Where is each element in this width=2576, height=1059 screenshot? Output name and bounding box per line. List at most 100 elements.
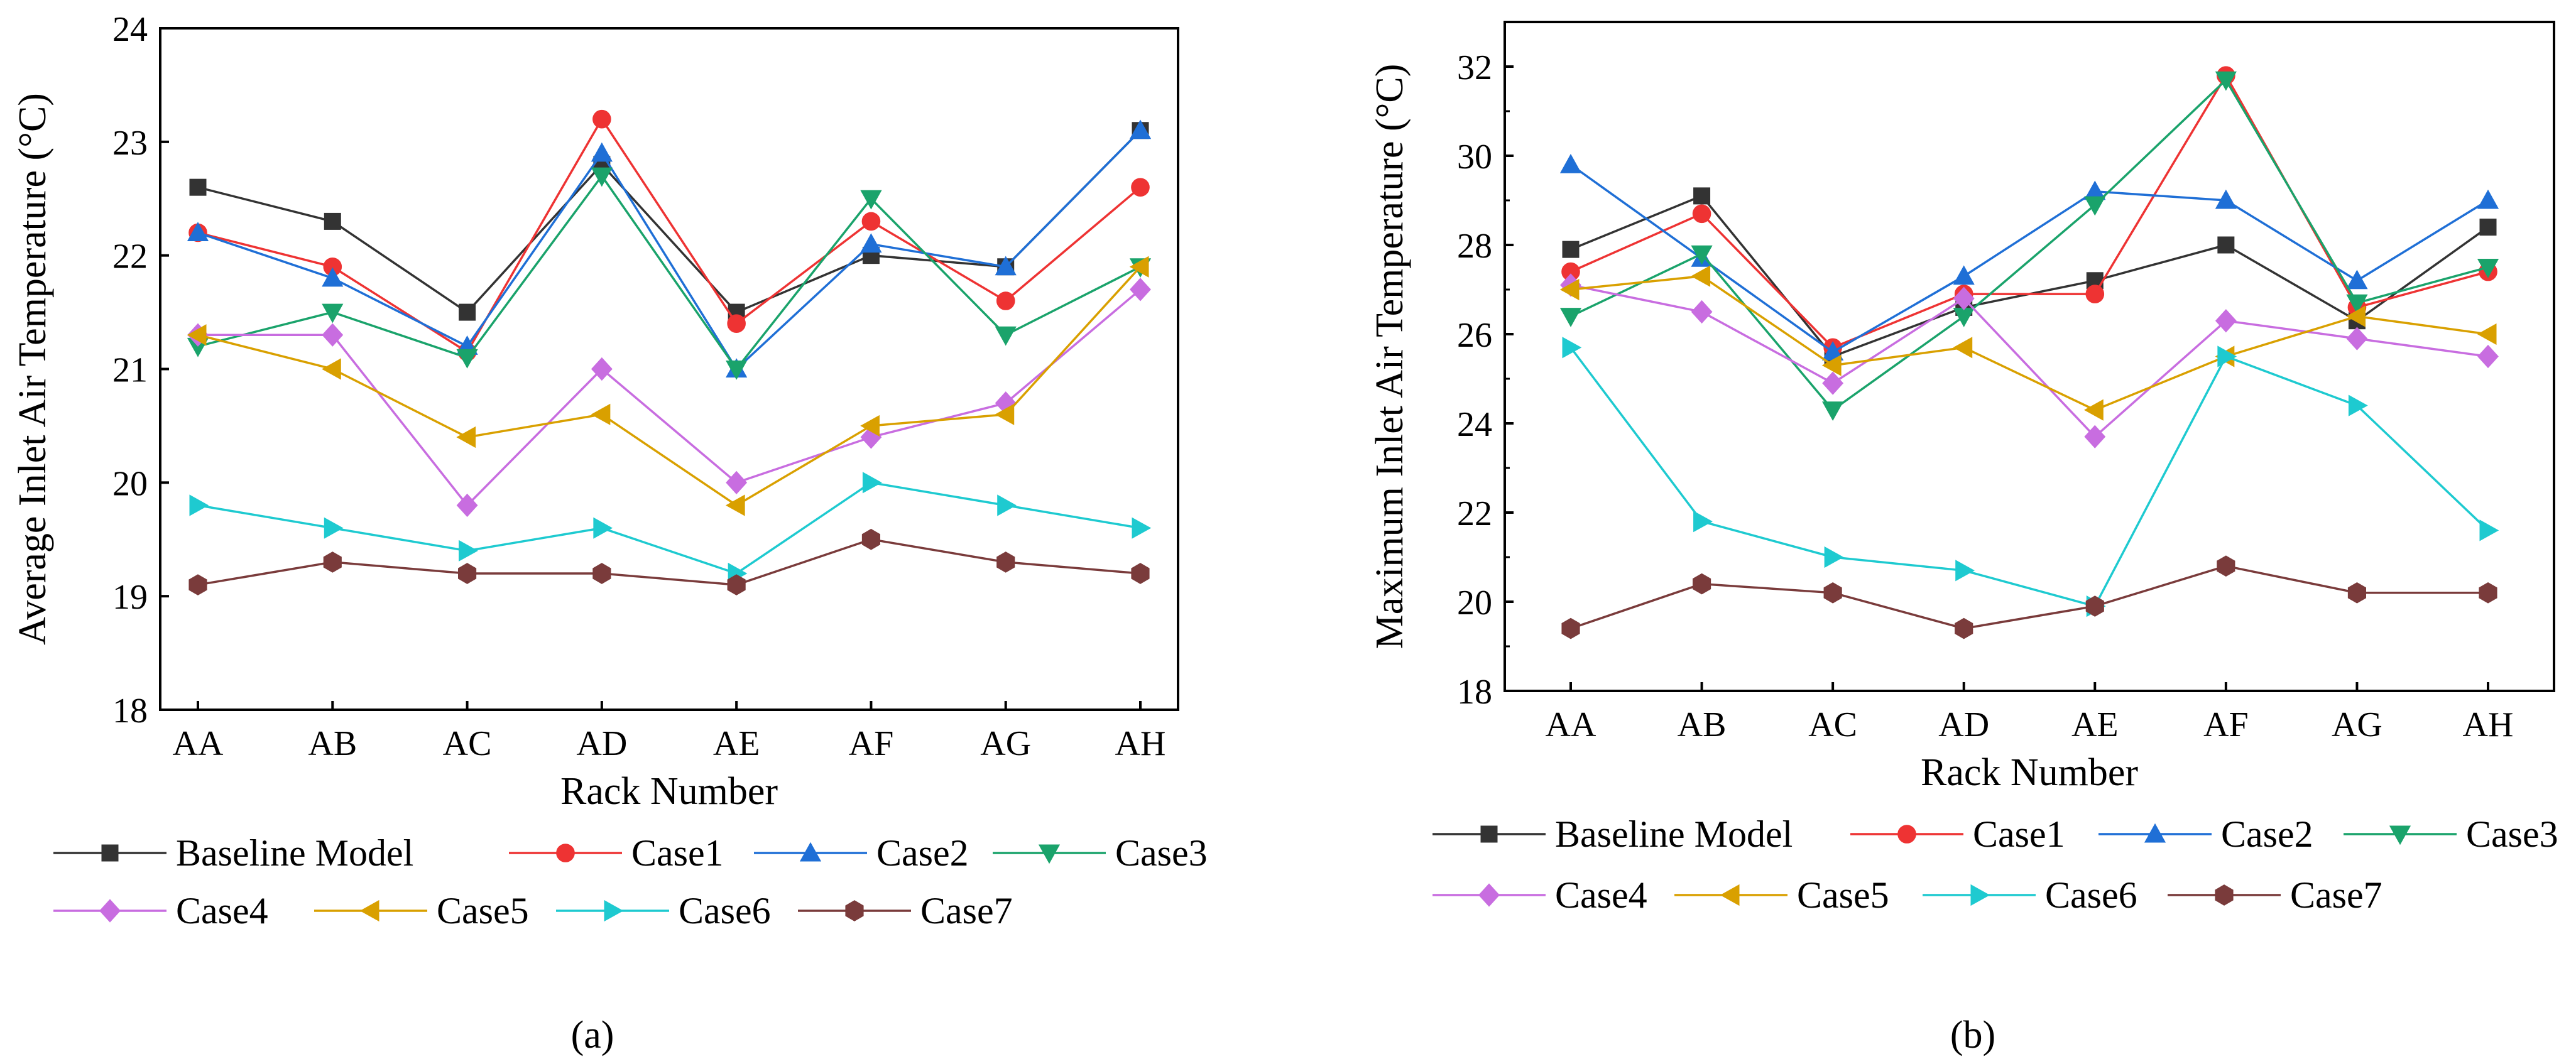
series-line bbox=[197, 538, 1141, 586]
panel-label-b: (b) bbox=[1950, 1014, 1995, 1056]
data-point bbox=[996, 551, 1015, 573]
data-point bbox=[592, 563, 611, 584]
series-case6 bbox=[189, 472, 1152, 585]
x-tick-label: AC bbox=[1808, 705, 1857, 744]
series-case5 bbox=[1559, 265, 2497, 421]
data-point bbox=[457, 563, 477, 584]
data-point bbox=[187, 324, 207, 346]
data-point bbox=[593, 517, 613, 539]
data-point bbox=[1692, 573, 1711, 595]
legend: Baseline Model Case1 Case2 Case3 Case4 Case5 C… bbox=[53, 832, 1208, 931]
legend-label: Baseline Model bbox=[176, 832, 413, 874]
series-line bbox=[1570, 565, 2488, 630]
data-point bbox=[591, 142, 613, 162]
data-point bbox=[1132, 517, 1152, 539]
legend-marker bbox=[101, 844, 119, 862]
legend-item: Case4 bbox=[53, 890, 268, 931]
y-tick-label: 20 bbox=[112, 464, 148, 503]
data-point bbox=[1824, 546, 1844, 568]
legend-item: Case7 bbox=[2168, 874, 2382, 916]
data-point bbox=[2085, 285, 2105, 303]
data-point bbox=[591, 357, 613, 381]
y-tick-label: 28 bbox=[1457, 227, 1492, 266]
data-point bbox=[1821, 354, 1842, 376]
series-case2 bbox=[187, 119, 1152, 377]
y-tick-label: 18 bbox=[1457, 673, 1492, 712]
data-point bbox=[2346, 294, 2368, 314]
data-point bbox=[995, 256, 1017, 276]
data-point bbox=[1562, 337, 1582, 359]
series-line bbox=[197, 174, 1141, 371]
data-point bbox=[1953, 286, 1975, 310]
data-point bbox=[591, 403, 611, 425]
data-point bbox=[322, 267, 344, 287]
data-point bbox=[1693, 511, 1713, 533]
legend-item: Case2 bbox=[2098, 813, 2313, 855]
legend-item: Case2 bbox=[754, 832, 969, 874]
legend-label: Case3 bbox=[2466, 813, 2558, 855]
x-tick-label: AE bbox=[713, 724, 760, 763]
data-point bbox=[188, 574, 207, 595]
data-point bbox=[860, 190, 882, 210]
data-point bbox=[1129, 119, 1152, 139]
legend-label: Case3 bbox=[1115, 832, 1208, 874]
y-tick-label: 21 bbox=[112, 351, 148, 390]
data-point bbox=[1953, 308, 1975, 327]
legend-label: Case7 bbox=[2290, 874, 2382, 916]
y-tick-label: 19 bbox=[112, 578, 148, 617]
data-point bbox=[2215, 309, 2237, 333]
series-line bbox=[1570, 78, 2489, 412]
data-point bbox=[2479, 519, 2499, 541]
data-point bbox=[2084, 425, 2106, 448]
chart-panel-b: 18 20 22 24 26 28 30 32 AA AB AC AD AE AF AG AH Rack Num… bbox=[1368, 21, 2558, 916]
data-point bbox=[1131, 178, 1150, 197]
y-tick-label: 22 bbox=[1457, 494, 1492, 533]
legend-marker bbox=[556, 844, 575, 862]
x-tick-label: AA bbox=[1546, 705, 1596, 744]
plot-frame bbox=[159, 27, 1179, 711]
x-tick-label: AH bbox=[1115, 724, 1166, 763]
series-case5 bbox=[187, 256, 1149, 516]
legend: Baseline Model Case1 Case2 Case3 Case4 Case5 C… bbox=[1433, 813, 2558, 916]
data-point bbox=[1131, 563, 1150, 584]
series-line bbox=[197, 129, 1142, 314]
plot-frame bbox=[1504, 21, 2555, 692]
panel-label-a: (a) bbox=[571, 1014, 614, 1056]
legend-item: Case6 bbox=[1923, 874, 2137, 916]
y-tick-label: 32 bbox=[1457, 48, 1492, 87]
data-point bbox=[727, 574, 746, 595]
legend-marker bbox=[604, 899, 624, 922]
x-tick-label: AE bbox=[2071, 705, 2119, 744]
data-point bbox=[2215, 71, 2237, 91]
y-axis-title: Maximum Inlet Air Temperature (°C) bbox=[1368, 64, 1411, 649]
data-point bbox=[727, 314, 746, 333]
legend-item: Case3 bbox=[2344, 813, 2558, 855]
legend-marker bbox=[2389, 825, 2411, 845]
data-point bbox=[2346, 327, 2368, 350]
chart-panel-a: 18 19 20 21 22 23 24 AA AB AC AD AE AF AG AH Rack Numbe… bbox=[11, 10, 1208, 931]
legend-item: Case1 bbox=[1850, 813, 2065, 855]
data-point bbox=[324, 212, 341, 230]
data-point bbox=[189, 178, 207, 196]
series-line bbox=[1569, 347, 2489, 608]
legend-marker bbox=[99, 899, 121, 923]
y-axis-title: Average Inlet Air Temperature (°C) bbox=[11, 93, 54, 645]
data-point bbox=[1691, 265, 1711, 287]
data-point bbox=[2479, 219, 2497, 236]
data-point bbox=[1953, 265, 1975, 285]
data-point bbox=[2477, 323, 2497, 345]
x-tick-label: AF bbox=[849, 724, 894, 763]
data-point bbox=[1562, 241, 1580, 258]
data-point bbox=[995, 326, 1017, 346]
data-point bbox=[1693, 187, 1711, 205]
legend-item: Baseline Model bbox=[53, 832, 413, 874]
data-point bbox=[860, 415, 880, 437]
legend-label: Case5 bbox=[437, 890, 529, 931]
x-tick-label: AH bbox=[2463, 705, 2514, 744]
legend-item: Case1 bbox=[509, 832, 724, 874]
x-tick-label: AB bbox=[1678, 705, 1727, 744]
legend-item: Case3 bbox=[993, 832, 1208, 874]
series-line bbox=[1570, 274, 2489, 411]
legend-item: Case5 bbox=[1674, 874, 1889, 916]
x-axis-title: Rack Number bbox=[560, 770, 778, 813]
